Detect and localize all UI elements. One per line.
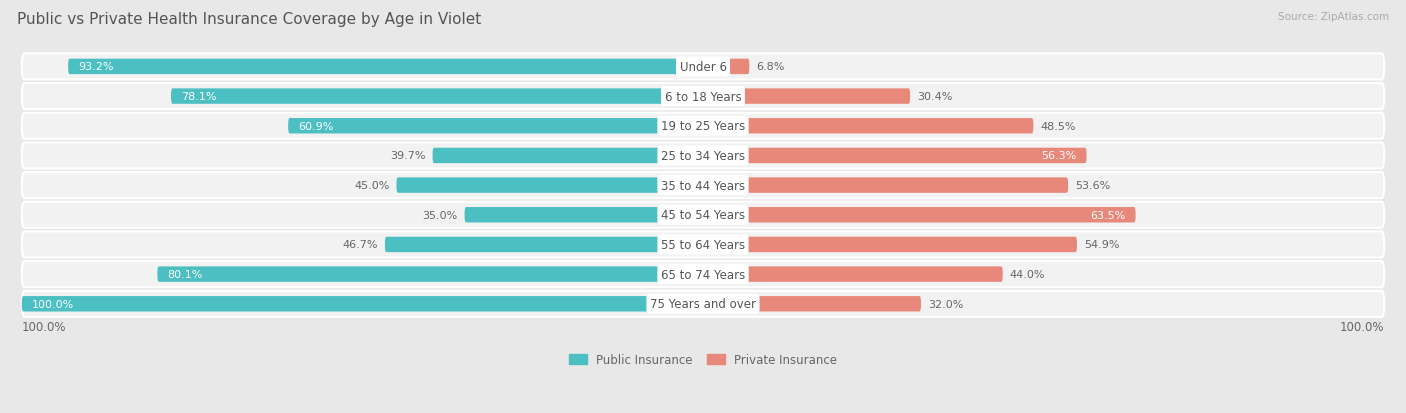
- FancyBboxPatch shape: [385, 237, 703, 252]
- FancyBboxPatch shape: [703, 297, 921, 312]
- Text: 30.4%: 30.4%: [917, 92, 952, 102]
- FancyBboxPatch shape: [396, 178, 703, 193]
- Text: 78.1%: 78.1%: [181, 92, 217, 102]
- FancyBboxPatch shape: [703, 178, 1069, 193]
- FancyBboxPatch shape: [22, 297, 703, 312]
- Text: 39.7%: 39.7%: [391, 151, 426, 161]
- Text: 44.0%: 44.0%: [1010, 269, 1045, 280]
- Text: 75 Years and over: 75 Years and over: [650, 298, 756, 311]
- FancyBboxPatch shape: [22, 291, 1384, 317]
- FancyBboxPatch shape: [157, 267, 703, 282]
- FancyBboxPatch shape: [22, 232, 1384, 258]
- Text: 25 to 34 Years: 25 to 34 Years: [661, 150, 745, 163]
- Text: 56.3%: 56.3%: [1040, 151, 1076, 161]
- Text: 100.0%: 100.0%: [1340, 320, 1384, 333]
- FancyBboxPatch shape: [22, 143, 1384, 169]
- Text: 100.0%: 100.0%: [32, 299, 75, 309]
- Text: 63.5%: 63.5%: [1090, 210, 1125, 220]
- FancyBboxPatch shape: [703, 89, 910, 104]
- FancyBboxPatch shape: [703, 267, 1002, 282]
- FancyBboxPatch shape: [703, 119, 1033, 134]
- Text: 93.2%: 93.2%: [79, 62, 114, 72]
- FancyBboxPatch shape: [22, 202, 1384, 228]
- FancyBboxPatch shape: [67, 59, 703, 75]
- Legend: Public Insurance, Private Insurance: Public Insurance, Private Insurance: [564, 349, 842, 371]
- Text: Source: ZipAtlas.com: Source: ZipAtlas.com: [1278, 12, 1389, 22]
- FancyBboxPatch shape: [433, 148, 703, 164]
- Text: 65 to 74 Years: 65 to 74 Years: [661, 268, 745, 281]
- Text: 48.5%: 48.5%: [1040, 121, 1076, 131]
- FancyBboxPatch shape: [22, 261, 1384, 287]
- Text: 45.0%: 45.0%: [354, 180, 389, 191]
- Text: 46.7%: 46.7%: [343, 240, 378, 250]
- Text: 35 to 44 Years: 35 to 44 Years: [661, 179, 745, 192]
- Text: 80.1%: 80.1%: [167, 269, 202, 280]
- Text: 35.0%: 35.0%: [423, 210, 458, 220]
- FancyBboxPatch shape: [288, 119, 703, 134]
- Text: Under 6: Under 6: [679, 61, 727, 74]
- FancyBboxPatch shape: [703, 208, 1136, 223]
- FancyBboxPatch shape: [22, 84, 1384, 110]
- FancyBboxPatch shape: [703, 148, 1087, 164]
- Text: 53.6%: 53.6%: [1076, 180, 1111, 191]
- FancyBboxPatch shape: [22, 173, 1384, 199]
- FancyBboxPatch shape: [703, 237, 1077, 252]
- Text: 60.9%: 60.9%: [298, 121, 333, 131]
- Text: 100.0%: 100.0%: [22, 320, 66, 333]
- Text: 45 to 54 Years: 45 to 54 Years: [661, 209, 745, 222]
- FancyBboxPatch shape: [464, 208, 703, 223]
- FancyBboxPatch shape: [22, 114, 1384, 140]
- Text: Public vs Private Health Insurance Coverage by Age in Violet: Public vs Private Health Insurance Cover…: [17, 12, 481, 27]
- FancyBboxPatch shape: [22, 54, 1384, 80]
- FancyBboxPatch shape: [172, 89, 703, 104]
- Text: 6.8%: 6.8%: [756, 62, 785, 72]
- Text: 54.9%: 54.9%: [1084, 240, 1119, 250]
- FancyBboxPatch shape: [703, 59, 749, 75]
- Text: 19 to 25 Years: 19 to 25 Years: [661, 120, 745, 133]
- Text: 55 to 64 Years: 55 to 64 Years: [661, 238, 745, 252]
- Text: 6 to 18 Years: 6 to 18 Years: [665, 90, 741, 103]
- Text: 32.0%: 32.0%: [928, 299, 963, 309]
